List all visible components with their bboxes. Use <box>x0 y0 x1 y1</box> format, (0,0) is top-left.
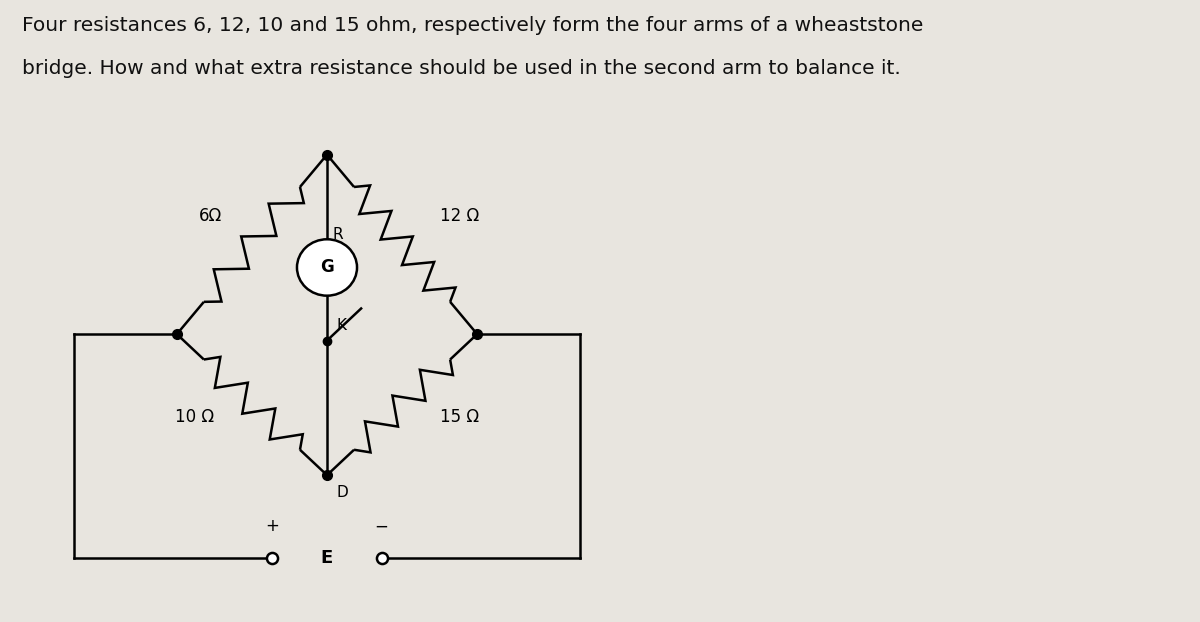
Text: −: − <box>374 518 389 536</box>
Text: 10 Ω: 10 Ω <box>175 409 214 427</box>
Text: 15 Ω: 15 Ω <box>440 409 479 427</box>
Text: K: K <box>336 318 347 333</box>
Text: +: + <box>265 518 280 536</box>
Text: E: E <box>320 549 334 567</box>
Text: bridge. How and what extra resistance should be used in the second arm to balanc: bridge. How and what extra resistance sh… <box>22 59 900 78</box>
Circle shape <box>296 239 358 295</box>
Text: D: D <box>336 485 348 501</box>
Text: R: R <box>332 227 343 242</box>
Text: Four resistances 6, 12, 10 and 15 ohm, respectively form the four arms of a whea: Four resistances 6, 12, 10 and 15 ohm, r… <box>22 16 923 35</box>
Text: 6Ω: 6Ω <box>199 207 223 225</box>
Text: 12 Ω: 12 Ω <box>439 207 479 225</box>
Text: G: G <box>320 259 334 276</box>
